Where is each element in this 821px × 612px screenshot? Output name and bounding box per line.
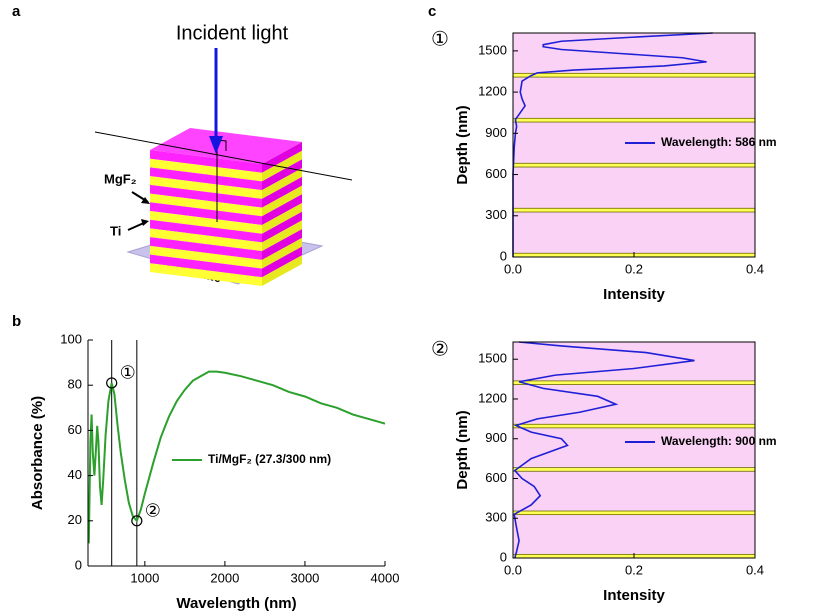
x-tick-label: 0.0 — [504, 562, 522, 577]
panel-marker: ① — [431, 28, 449, 50]
legend-label: Wavelength: 586 nm — [661, 135, 777, 149]
panel-label: a — [12, 3, 21, 20]
marker-label: ① — [120, 363, 136, 383]
x-tick-label: 4000 — [371, 570, 400, 585]
y-tick-label: 0 — [500, 248, 507, 263]
x-tick-label: 0.0 — [504, 261, 522, 276]
x-tick-label: 0.2 — [625, 261, 643, 276]
layer-front — [150, 245, 262, 269]
ti-layer — [512, 423, 756, 429]
y-tick-label: 40 — [68, 467, 82, 482]
layer-side — [262, 176, 302, 208]
y-tick-label: 1200 — [478, 84, 507, 99]
legend-label: Ti/MgF₂ (27.3/300 nm) — [208, 452, 331, 466]
diagram: Substrate — [94, 48, 353, 286]
x-tick-label: 3000 — [290, 570, 319, 585]
layer-side — [262, 185, 302, 217]
layer-side — [262, 229, 302, 260]
y-tick-label: 300 — [485, 510, 507, 525]
layer-side — [262, 246, 302, 278]
legend-label: Wavelength: 900 nm — [661, 434, 777, 448]
layer-side — [262, 211, 302, 243]
ti-layer — [512, 207, 756, 213]
panel-label: c — [428, 3, 436, 20]
ti-layer — [512, 72, 756, 78]
marker-circle — [131, 515, 143, 527]
layer-side — [262, 220, 302, 252]
layer-front — [150, 211, 262, 234]
y-tick-label: 600 — [485, 166, 507, 181]
y-tick-label: 100 — [60, 331, 82, 346]
layer-side — [262, 194, 302, 225]
y-tick-label: 900 — [485, 430, 507, 445]
layer-side — [262, 168, 302, 199]
layer-label: Ti — [110, 223, 121, 238]
plot-frame — [512, 341, 756, 559]
x-tick-label: 0.4 — [746, 562, 764, 577]
plot-background — [513, 33, 755, 257]
ti-layer — [512, 162, 756, 168]
layer-side — [262, 150, 302, 182]
ti-layer — [512, 510, 756, 516]
layer-front — [150, 219, 262, 243]
layer-front — [150, 167, 262, 191]
layer-side — [262, 203, 302, 234]
y-tick-label: 20 — [68, 512, 82, 527]
y-tick-label: 0 — [75, 557, 82, 572]
plane-line — [94, 131, 353, 181]
y-tick-label: 1500 — [478, 351, 507, 366]
layer-front — [150, 254, 262, 278]
y-axis-label: Depth (nm) — [454, 410, 471, 489]
x-tick-label: 0.4 — [746, 261, 764, 276]
layer-front — [150, 263, 262, 286]
y-tick-label: 300 — [485, 207, 507, 222]
panel-marker: ② — [431, 338, 449, 360]
panel-label: b — [12, 313, 21, 330]
layer-front — [150, 202, 262, 225]
incident-light-label: Incident light — [176, 22, 289, 44]
x-axis-label: Wavelength (nm) — [176, 595, 296, 612]
ti-layer — [512, 380, 756, 385]
x-axis-label: Intensity — [603, 286, 665, 303]
arrow-head — [209, 136, 223, 154]
y-tick-label: 1200 — [478, 390, 507, 405]
x-axis-label: Intensity — [603, 587, 665, 604]
plot-background — [513, 342, 755, 558]
plot-frame — [512, 32, 756, 258]
layer-label: MgF₂ — [104, 171, 137, 186]
y-tick-label: 600 — [485, 470, 507, 485]
layer-front — [150, 176, 262, 199]
marker-label: ② — [145, 501, 161, 521]
y-tick-label: 1500 — [478, 42, 507, 57]
y-axis-label: Absorbance (%) — [29, 396, 46, 510]
layer-front — [150, 237, 262, 260]
layer-front — [150, 150, 262, 173]
layer-front — [150, 193, 262, 217]
layer-front — [150, 184, 262, 208]
y-tick-label: 60 — [68, 422, 82, 437]
pointer-head — [141, 197, 150, 204]
layer-front — [150, 228, 262, 252]
intensity-line — [513, 341, 695, 559]
y-tick-label: 80 — [68, 377, 82, 392]
y-tick-label: 0 — [500, 549, 507, 564]
data-line — [87, 370, 386, 544]
x-tick-label: 1000 — [130, 570, 159, 585]
x-tick-label: 2000 — [210, 570, 239, 585]
y-axis-label: Depth (nm) — [454, 105, 471, 184]
x-tick-label: 0.2 — [625, 562, 643, 577]
layer-side — [262, 159, 302, 191]
layer-front — [150, 158, 262, 182]
ti-layer — [512, 467, 756, 472]
layer-side — [262, 237, 302, 269]
layer-side — [262, 255, 302, 286]
marker-circle — [106, 377, 118, 389]
y-tick-label: 900 — [485, 125, 507, 140]
ti-layer — [512, 117, 756, 123]
pointer-head — [141, 219, 149, 226]
